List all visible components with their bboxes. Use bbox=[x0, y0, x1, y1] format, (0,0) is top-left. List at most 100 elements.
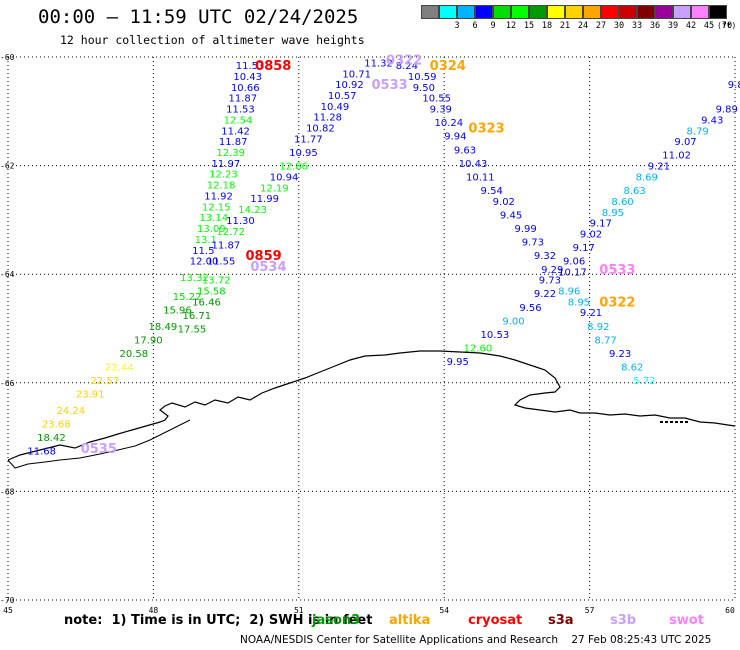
wave-height-value: 10.11 bbox=[466, 172, 495, 183]
wave-height-value: 9.54 bbox=[481, 186, 503, 197]
color-scale-swatch bbox=[619, 5, 637, 19]
color-scale-swatch bbox=[601, 5, 619, 19]
wave-height-value: 8.79 bbox=[687, 126, 709, 137]
wave-height-value: 9.73 bbox=[539, 276, 561, 287]
color-scale-swatch bbox=[457, 5, 475, 19]
color-scale-label: 36 bbox=[649, 21, 661, 31]
color-scale-label: 42 bbox=[685, 21, 697, 31]
wave-height-value: 8.96 bbox=[558, 286, 580, 297]
color-scale-label: 70 bbox=[721, 21, 733, 31]
wave-height-value: 11.30 bbox=[226, 216, 255, 227]
mission-legend-altika: altika bbox=[389, 613, 431, 628]
wave-height-value: 11.32 bbox=[364, 58, 393, 69]
lat-tick-label: -60 bbox=[0, 53, 15, 62]
wave-height-value: 9.95 bbox=[447, 357, 469, 368]
color-scale-label: 9 bbox=[490, 21, 496, 31]
mission-legend-s3a: s3a bbox=[548, 613, 574, 628]
wave-height-value: 11.42 bbox=[221, 126, 250, 137]
wave-height-value: 9.23 bbox=[609, 349, 631, 360]
wave-height-value: 8.24 bbox=[396, 61, 418, 72]
footnote: note: 1) Time is in UTC; 2) SWH is in fe… bbox=[64, 613, 373, 628]
wave-height-value: 9.07 bbox=[674, 137, 696, 148]
wave-height-value: 11.87 bbox=[229, 94, 258, 105]
lon-tick-label: 45 bbox=[3, 606, 13, 615]
wave-height-value: 17.90 bbox=[134, 335, 163, 346]
wave-height-value: 12.18 bbox=[207, 181, 236, 192]
wave-height-value: 10.66 bbox=[231, 83, 260, 94]
color-scale-label: 30 bbox=[613, 21, 625, 31]
color-scale-swatch bbox=[475, 5, 493, 19]
wave-height-value: 14.23 bbox=[238, 205, 267, 216]
color-scale-label: 33 bbox=[631, 21, 643, 31]
wave-height-value: 11.53 bbox=[226, 105, 255, 116]
wave-height-value: 8.63 bbox=[624, 186, 646, 197]
lon-tick-label: 60 bbox=[725, 606, 735, 615]
wave-height-value: 9.22 bbox=[534, 289, 556, 300]
wave-height-value: 11.53 bbox=[236, 61, 265, 72]
wave-height-value: 10.17 bbox=[558, 267, 587, 278]
wave-height-value: 10.24 bbox=[435, 118, 464, 129]
wave-height-value: 12.60 bbox=[464, 344, 493, 355]
wave-height-value: 9.45 bbox=[500, 210, 522, 221]
pass-time-stamp: 0322 bbox=[386, 54, 422, 69]
wave-height-value: 12.15 bbox=[202, 202, 231, 213]
pass-time-stamp: 0533 bbox=[372, 78, 408, 93]
wave-height-value: 8.77 bbox=[594, 335, 616, 346]
pass-time-stamp: 0535 bbox=[81, 442, 117, 457]
wave-height-value: 11.92 bbox=[204, 191, 233, 202]
wave-height-value: 9.99 bbox=[514, 224, 536, 235]
wave-height-value: 17.55 bbox=[178, 325, 207, 336]
color-scale-swatch bbox=[691, 5, 709, 19]
color-scale-swatch bbox=[565, 5, 583, 19]
wave-height-values: 11.5310.4310.6611.8711.5312.5411.4211.87… bbox=[27, 58, 740, 457]
wave-height-value: 9.94 bbox=[444, 132, 466, 143]
wave-height-value: 11.97 bbox=[212, 159, 241, 170]
lon-tick-label: 54 bbox=[439, 606, 449, 615]
wave-height-value: 9.89 bbox=[716, 105, 738, 116]
wave-height-value: 11.28 bbox=[313, 113, 342, 124]
wave-height-value: 11.77 bbox=[294, 134, 323, 145]
wave-height-value: 15.58 bbox=[197, 286, 226, 297]
lat-tick-label: -62 bbox=[0, 162, 15, 171]
color-scale-swatch bbox=[655, 5, 673, 19]
wave-height-value: 9.56 bbox=[519, 303, 541, 314]
wave-height-value: 10.59 bbox=[408, 72, 437, 83]
wave-height-value: 20.58 bbox=[119, 349, 148, 360]
wave-height-value: 8.60 bbox=[611, 197, 633, 208]
mission-legend-swot: swot bbox=[669, 613, 704, 628]
wave-height-value: 12.00 bbox=[190, 257, 219, 268]
color-scale-label: 15 bbox=[523, 21, 535, 31]
wave-height-value: 10.82 bbox=[306, 124, 335, 135]
wave-height-value: 9.21 bbox=[580, 308, 602, 319]
wave-height-value: 10.43 bbox=[233, 72, 262, 83]
wave-height-value: 9.39 bbox=[430, 105, 452, 116]
wave-height-value: 12.39 bbox=[216, 148, 245, 159]
wave-height-value: 11.55 bbox=[207, 257, 236, 268]
wave-height-value: 9.73 bbox=[522, 238, 544, 249]
wave-height-value: 10.43 bbox=[459, 159, 488, 170]
wave-height-value: 13.14 bbox=[199, 213, 228, 224]
lat-tick-label: -64 bbox=[0, 270, 15, 279]
wave-height-map[interactable]: 45 48 51 54 57 60-60-62-64-66-68-70 11.5310.4… bbox=[0, 50, 740, 615]
lat-tick-label: -66 bbox=[0, 379, 15, 388]
wave-height-value: 16.71 bbox=[182, 311, 211, 322]
wave-height-value: 18.42 bbox=[37, 433, 66, 444]
wave-height-value: 9.02 bbox=[493, 197, 515, 208]
pass-time-stamp: 0534 bbox=[250, 260, 286, 275]
wave-height-value: 9.29 bbox=[541, 265, 563, 276]
wave-height-value: 12.72 bbox=[216, 227, 245, 238]
wave-height-value: 10.71 bbox=[342, 69, 371, 80]
wave-height-value: 22.44 bbox=[105, 363, 134, 374]
pass-time-stamp: 0324 bbox=[430, 59, 466, 74]
wave-height-value: 10.55 bbox=[422, 94, 451, 105]
color-scale-label: 21 bbox=[559, 21, 571, 31]
wave-height-value: 5.72 bbox=[633, 376, 655, 387]
wave-height-value: 9.43 bbox=[701, 115, 723, 126]
wave-height-value: 12.23 bbox=[209, 170, 238, 181]
wave-height-value: 23.68 bbox=[42, 420, 71, 431]
wave-height-value: 9.50 bbox=[413, 83, 435, 94]
color-scale-swatch bbox=[547, 5, 565, 19]
wave-height-value: 9.17 bbox=[573, 243, 595, 254]
wave-height-value: 12.54 bbox=[224, 115, 253, 126]
wave-height-value: 8.69 bbox=[636, 172, 658, 183]
